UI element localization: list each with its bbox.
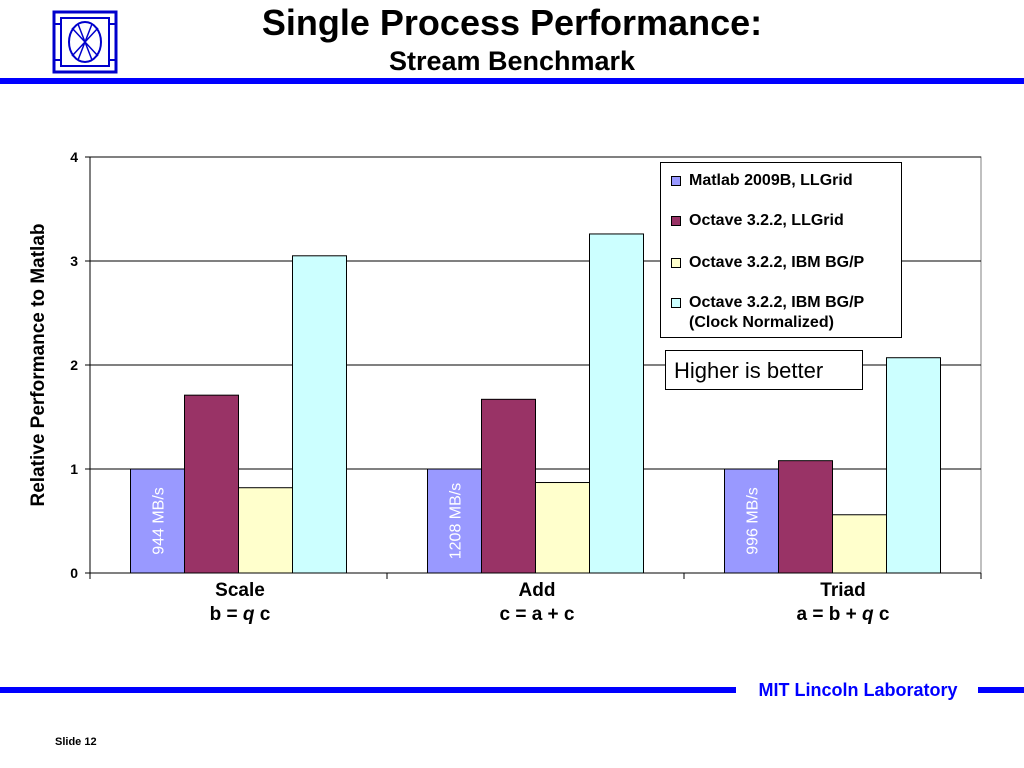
category-name: Triad (820, 580, 866, 601)
bar (832, 514, 887, 574)
category-label-triad: Triad a = b + q c (733, 580, 953, 626)
category-label-add: Add c = a + c (427, 580, 647, 626)
footer-lab-name: MIT Lincoln Laboratory (758, 680, 958, 700)
legend-swatch (671, 258, 681, 268)
footer-divider-right (978, 687, 1024, 693)
y-tick-label: 3 (70, 253, 78, 269)
legend-swatch (671, 216, 681, 226)
higher-is-better-callout: Higher is better (665, 350, 863, 390)
legend-item-octave-bgp: Octave 3.2.2, IBM BG/P (671, 253, 864, 273)
legend-label: Octave 3.2.2, LLGrid (689, 212, 844, 229)
y-tick-label: 0 (70, 565, 78, 581)
bar (238, 487, 293, 574)
category-formula: a = b + (796, 604, 862, 625)
legend-swatch (671, 176, 681, 186)
slide-number: Slide 12 (55, 736, 97, 748)
y-tick-label: 1 (70, 461, 78, 477)
mit-ll-logo (52, 10, 118, 74)
bar-data-label: 996 MB/s (745, 487, 762, 555)
bar (292, 255, 347, 574)
chart-legend: Matlab 2009B, LLGrid Octave 3.2.2, LLGri… (660, 162, 902, 338)
bar (535, 482, 590, 574)
bar (427, 468, 482, 574)
category-name: Scale (215, 580, 265, 601)
bar-data-label: 944 MB/s (151, 487, 168, 555)
legend-item-matlab-llgrid: Matlab 2009B, LLGrid (671, 171, 853, 191)
bar-data-label: 1208 MB/s (448, 483, 465, 559)
bar (778, 460, 833, 574)
legend-item-octave-llgrid: Octave 3.2.2, LLGrid (671, 211, 844, 231)
bar (724, 468, 779, 574)
y-tick-label: 2 (70, 357, 78, 373)
category-name: Add (518, 580, 556, 601)
category-formula-var: q (242, 604, 255, 625)
legend-item-octave-bgp-normalized: Octave 3.2.2, IBM BG/P (Clock Normalized… (671, 293, 864, 333)
bar (184, 394, 239, 574)
legend-label: Matlab 2009B, LLGrid (689, 172, 853, 189)
bar (886, 357, 941, 574)
header-divider (0, 78, 1024, 84)
category-formula-end: c (873, 604, 890, 625)
category-formula-var: q (862, 604, 874, 625)
y-tick-label: 4 (70, 149, 78, 165)
category-formula: c = a + c (499, 604, 575, 625)
page-title: Single Process Performance: (261, 2, 763, 43)
category-formula-end: c (254, 604, 271, 625)
legend-swatch (671, 298, 681, 308)
legend-label: Octave 3.2.2, IBM BG/P (689, 254, 865, 271)
footer-divider-left (0, 687, 736, 693)
bar (130, 468, 185, 574)
bar (589, 233, 644, 574)
y-axis-label: Relative Performance to Matlab (28, 224, 49, 507)
page-subtitle: Stream Benchmark (388, 46, 636, 76)
category-label-scale: Scale b = q c (130, 580, 350, 626)
category-formula: b = (209, 604, 243, 625)
bar (481, 398, 536, 574)
legend-label: Octave 3.2.2, IBM BG/P (689, 294, 865, 311)
legend-label-line2: (Clock Normalized) (689, 314, 834, 331)
